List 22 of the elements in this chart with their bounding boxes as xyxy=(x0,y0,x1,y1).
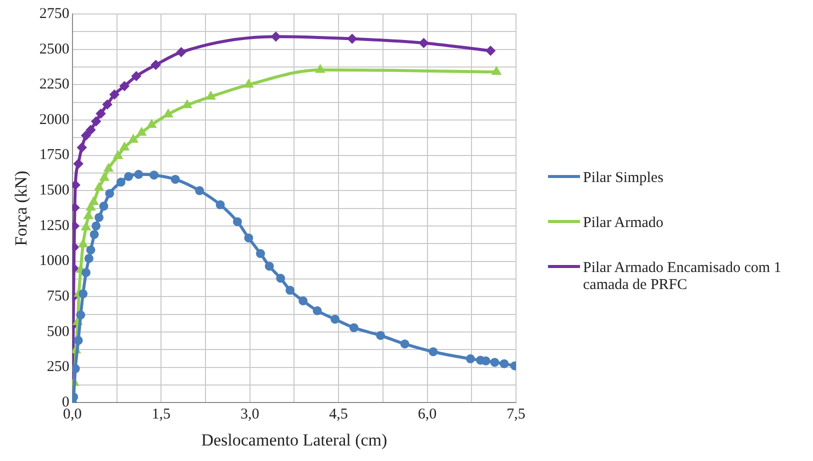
legend-label: Pilar Armado Encamisado com 1 camada de PRFC xyxy=(583,260,782,294)
y-tick-label: 500 xyxy=(46,324,70,340)
y-tick-label: 2250 xyxy=(39,76,70,93)
y-tick-label: 1500 xyxy=(39,182,70,199)
legend-label: Pilar Armado xyxy=(583,215,664,232)
x-tick-label: 6,0 xyxy=(418,406,437,423)
y-tick-label: 750 xyxy=(46,288,70,305)
y-tick-label: 1000 xyxy=(39,253,70,270)
legend-label: Pilar Simples xyxy=(583,170,664,187)
y-tick-label: 250 xyxy=(46,359,70,376)
x-tick-label: 0,0 xyxy=(63,406,82,423)
x-tick-label: 1,5 xyxy=(152,406,170,423)
y-tick-label: 2000 xyxy=(39,112,70,128)
y-axis-title: Força (kN) xyxy=(12,170,31,246)
y-tick-label: 2500 xyxy=(39,41,70,58)
y-tick-label: 1750 xyxy=(39,147,70,164)
x-tick-label: 4,5 xyxy=(329,406,348,423)
x-tick-label: 3,0 xyxy=(240,406,260,423)
x-axis-title: Deslocamento Lateral (cm) xyxy=(201,430,388,450)
y-tick-label: 2750 xyxy=(39,6,70,22)
x-tick-label: 7,5 xyxy=(506,406,526,423)
y-tick-label: 1250 xyxy=(39,218,70,234)
